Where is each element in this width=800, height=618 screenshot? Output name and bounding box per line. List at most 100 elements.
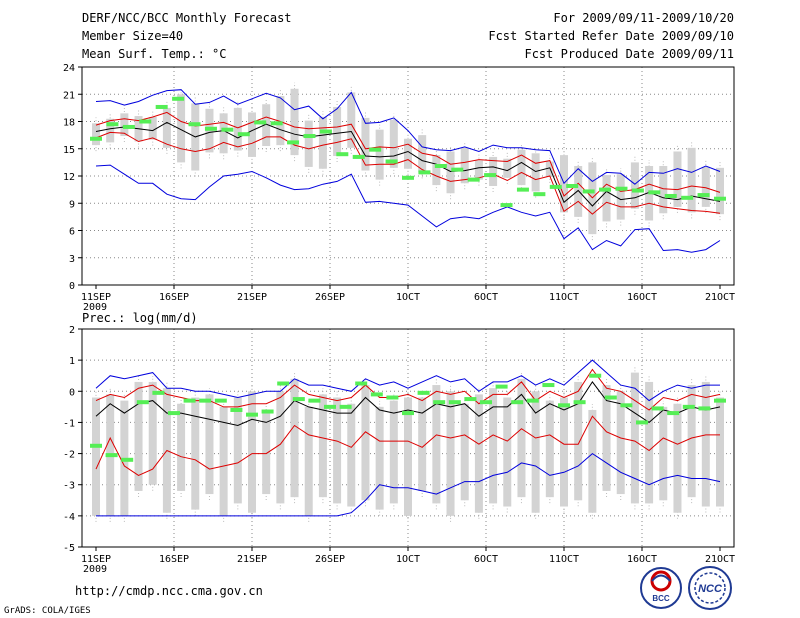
climatology-mark [237, 132, 250, 137]
box-bar [673, 403, 682, 513]
climatology-mark [573, 400, 586, 405]
climatology-mark [308, 398, 321, 403]
inner-low-line [95, 415, 720, 476]
climatology-mark [370, 392, 383, 397]
y-tick-label: 18 [63, 118, 75, 129]
box-bar [134, 381, 143, 491]
climatology-mark [582, 189, 595, 194]
climatology-mark [558, 403, 570, 408]
outer-low-line [95, 164, 721, 253]
climatology-mark [615, 186, 628, 191]
box-bar [361, 117, 370, 171]
source-url[interactable]: http://cmdp.ncc.cma.gov.cn [75, 584, 263, 598]
y-tick-label: 12 [63, 172, 75, 183]
member-size-label: Member Size=40 [82, 29, 183, 43]
climatology-mark [90, 136, 102, 141]
climatology-mark [324, 404, 336, 409]
box-bar [318, 394, 327, 498]
climatology-mark [204, 126, 217, 131]
box-bar [276, 96, 285, 146]
box-bar [375, 129, 384, 180]
box-bar [517, 149, 526, 186]
box-bar [432, 155, 441, 186]
climatology-mark [417, 390, 430, 395]
climatology-mark [369, 147, 382, 152]
forecast-produced-date: Fcst Produced Date 2009/09/11 [524, 47, 734, 61]
box-bar [602, 385, 611, 491]
year-label: 2009 [83, 564, 107, 575]
climatology-mark [467, 177, 480, 182]
box-bar [446, 151, 455, 194]
box-bar [716, 167, 724, 215]
y-tick-label: 0 [69, 281, 75, 292]
box-bar [347, 403, 356, 507]
climatology-mark [199, 398, 212, 403]
box-bar [248, 391, 256, 513]
climatology-mark [451, 167, 464, 172]
x-tick-label: 11SEP [81, 554, 111, 565]
box-bar [290, 88, 299, 156]
ncc-logo-text: NCC [698, 583, 723, 595]
inner-low-line [95, 131, 721, 215]
climatology-mark [106, 122, 119, 127]
climatology-mark [355, 381, 368, 386]
climatology-mark [631, 188, 644, 193]
climatology-mark [434, 164, 447, 169]
x-tick-label: 6OCT [474, 554, 498, 565]
box-bar [92, 397, 100, 516]
climatology-mark [270, 121, 283, 126]
box-bar [375, 406, 384, 510]
climatology-mark [261, 409, 274, 414]
box-bar [460, 147, 469, 184]
box-bar [701, 166, 710, 207]
climatology-mark [172, 96, 185, 101]
climatology-mark [152, 390, 165, 395]
box-bar [290, 378, 299, 498]
box-bar [205, 394, 214, 495]
box-bar [404, 138, 412, 169]
precip-panel-title: Prec.: log(mm/d) [82, 311, 198, 325]
climatology-mark [542, 383, 555, 388]
climatology-mark [303, 134, 316, 139]
x-tick-label: 11OCT [549, 292, 579, 303]
box-bar [560, 397, 568, 507]
x-tick-label: 26SEP [315, 554, 345, 565]
box-bar [630, 162, 639, 209]
climatology-mark [566, 183, 579, 188]
climatology-mark [386, 395, 399, 400]
climatology-mark [319, 129, 332, 134]
box-bar [389, 119, 398, 168]
climatology-mark [664, 193, 677, 198]
x-tick-label: 11OCT [549, 554, 579, 565]
box-bar [219, 406, 228, 516]
box-bar [106, 118, 115, 143]
climatology-mark [122, 124, 135, 129]
chart-title: DERF/NCC/BCC Monthly Forecast [82, 11, 292, 25]
box-bar [404, 397, 412, 516]
climatology-mark [511, 400, 524, 405]
climatology-mark [221, 127, 234, 132]
x-tick-label: 16OCT [627, 292, 657, 303]
box-bar [120, 113, 129, 137]
climatology-mark [648, 190, 661, 195]
box-bar [460, 403, 469, 501]
box-bar [574, 166, 583, 217]
box-bar [517, 378, 526, 498]
box-bar [191, 397, 200, 510]
climatology-mark [604, 395, 617, 400]
box-bar [716, 397, 724, 507]
outer-high-line [95, 89, 721, 185]
climatology-mark [682, 404, 695, 409]
climatology-mark [402, 411, 414, 416]
climatology-mark [188, 122, 201, 127]
box-bar [148, 381, 157, 485]
climatology-mark [651, 406, 664, 411]
outer-high-line [95, 359, 720, 402]
y-tick-label: 0 [69, 387, 75, 398]
box-bar [531, 153, 540, 192]
climatology-mark [336, 152, 349, 157]
climatology-mark [121, 457, 134, 462]
climatology-mark [636, 420, 648, 425]
box-bar [602, 175, 611, 222]
y-tick-label: 3 [69, 254, 75, 265]
